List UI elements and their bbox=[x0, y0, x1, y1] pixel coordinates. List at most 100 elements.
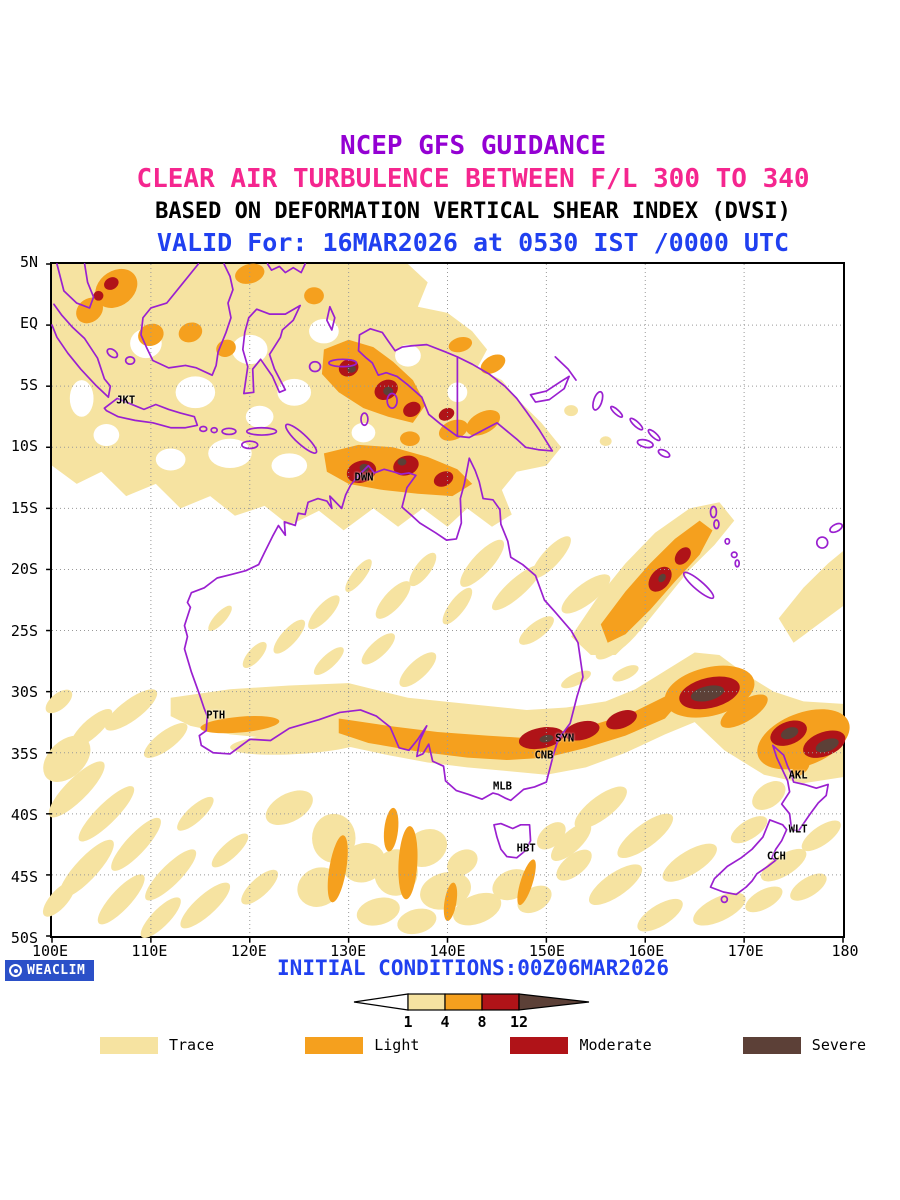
lat-label-50S: 50S bbox=[10, 929, 38, 947]
lat-label-5N: 5N bbox=[19, 253, 38, 271]
sumatra-coastline bbox=[52, 304, 110, 397]
colorbar-moderate-segment bbox=[481, 993, 520, 1011]
halmahera-coastline bbox=[327, 307, 335, 330]
choiseul-island bbox=[610, 405, 624, 419]
turbulence-severe-layer bbox=[347, 365, 839, 753]
legend-item-trace: Trace bbox=[100, 1036, 214, 1054]
bangka-island bbox=[106, 347, 118, 359]
nz-south-island-coastline bbox=[711, 820, 787, 895]
aru-islands bbox=[387, 394, 397, 409]
kai-islands bbox=[361, 413, 368, 425]
legend-item-light: Light bbox=[305, 1036, 419, 1054]
colorbar-severe-arrow bbox=[518, 993, 590, 1011]
legend-label-moderate: Moderate bbox=[579, 1036, 652, 1054]
colorbar-below-min-arrow bbox=[353, 993, 409, 1011]
nz-north-island-coastline bbox=[773, 745, 828, 831]
method-title: BASED ON DEFORMATION VERTICAL SHEAR INDE… bbox=[155, 199, 791, 224]
colorbar-tick-4: 4 bbox=[440, 1013, 450, 1031]
mindanao-coastline bbox=[268, 264, 306, 273]
malakula-island bbox=[714, 520, 719, 529]
lat-label-15S: 15S bbox=[10, 498, 38, 517]
lat-label-EQ: EQ bbox=[19, 314, 38, 333]
page-title: NCEP GFS GUIDANCE bbox=[339, 131, 607, 161]
lon-label-150E: 150E bbox=[528, 942, 565, 960]
borneo-coastline bbox=[141, 264, 233, 375]
lon-label-170E: 170E bbox=[727, 942, 764, 960]
makira-island bbox=[658, 448, 671, 459]
colorbar-tick-12: 12 bbox=[509, 1013, 529, 1031]
lon-label-160E: 160E bbox=[628, 942, 665, 960]
efate-island bbox=[725, 539, 729, 544]
colorbar-tick-labels: 1 4 8 12 bbox=[352, 1013, 592, 1031]
clear-gaps-layer bbox=[69, 318, 468, 478]
legend-swatch-trace bbox=[100, 1036, 158, 1054]
lat-label-25S: 25S bbox=[10, 621, 38, 640]
new-ireland-coastline bbox=[555, 357, 576, 380]
city-label-HBT: HBT bbox=[516, 842, 536, 855]
legend-item-severe: Severe bbox=[742, 1036, 866, 1054]
lat-label-40S: 40S bbox=[10, 806, 38, 825]
longitude-axis: 100E 110E 120E 130E 140E 150E 160E 170E 180 bbox=[32, 942, 859, 962]
colorbar-trace-segment bbox=[407, 993, 446, 1011]
vanua-levu-island bbox=[829, 522, 843, 534]
city-label-CCH: CCH bbox=[766, 849, 786, 862]
legend-swatch-moderate bbox=[510, 1036, 569, 1054]
legend-item-moderate: Moderate bbox=[510, 1036, 652, 1054]
tanna-island bbox=[735, 560, 739, 567]
grid-layer bbox=[52, 264, 843, 936]
colorbar-scale bbox=[353, 993, 590, 1011]
weaclim-icon bbox=[9, 964, 22, 977]
seram-island bbox=[329, 359, 357, 366]
colorbar-light-segment bbox=[444, 993, 483, 1011]
new-guinea-coastline bbox=[359, 329, 553, 451]
city-label-DWN: DWN bbox=[354, 471, 374, 484]
lat-label-5S: 5S bbox=[19, 375, 38, 394]
weaclim-logo-text: WEACLIM bbox=[27, 963, 86, 978]
lat-label-20S: 20S bbox=[10, 560, 38, 579]
city-label-JKT: JKT bbox=[116, 394, 136, 407]
city-label-CNB: CNB bbox=[534, 749, 554, 762]
colorbar-tick-1: 1 bbox=[403, 1013, 413, 1031]
legend-label-light: Light bbox=[374, 1036, 420, 1054]
colorbar bbox=[352, 992, 592, 1012]
tasmania-coastline bbox=[494, 824, 531, 858]
stewart-island bbox=[721, 896, 727, 902]
malaita-island bbox=[647, 428, 661, 442]
viti-levu-island bbox=[817, 537, 828, 548]
city-label-layer: JKT DWN PTH SYN CNB MLB HBT AKL WLT CCH bbox=[52, 264, 843, 936]
map-svg bbox=[42, 264, 843, 936]
lon-label-110E: 110E bbox=[131, 942, 168, 960]
sumba-island bbox=[242, 441, 258, 448]
lat-label-45S: 45S bbox=[10, 867, 38, 886]
legend-swatch-light bbox=[305, 1036, 364, 1054]
bougainville-island bbox=[591, 390, 605, 412]
latitude-axis: 5N EQ 5S 10S 15S 20S 25S 30S 35S 40S 45S 50S bbox=[0, 253, 46, 947]
title-block: NCEP GFS GUIDANCE CLEAR AIR TURBULENCE B… bbox=[46, 130, 900, 258]
lon-label-140E: 140E bbox=[429, 942, 466, 960]
city-label-SYN: SYN bbox=[555, 732, 575, 745]
australia-coastline bbox=[184, 458, 582, 800]
timor-island bbox=[283, 421, 319, 457]
page-subtitle: CLEAR AIR TURBULENCE BETWEEN F/L 300 TO … bbox=[136, 164, 810, 194]
city-label-WLT: WLT bbox=[788, 823, 808, 836]
lon-label-180: 180 bbox=[831, 942, 859, 960]
legend-label-severe: Severe bbox=[811, 1036, 866, 1054]
weaclim-logo: WEACLIM bbox=[5, 960, 95, 981]
espiritu-santo-island bbox=[711, 507, 717, 518]
axis-ticks bbox=[46, 264, 843, 943]
colorbar-tick-8: 8 bbox=[477, 1013, 487, 1031]
lon-label-100E: 100E bbox=[31, 942, 69, 960]
initial-conditions: INITIAL CONDITIONS:00Z06MAR2026 bbox=[277, 956, 669, 980]
belitung-island bbox=[126, 357, 135, 364]
coastline-layer bbox=[52, 264, 843, 902]
bali-island bbox=[200, 427, 207, 432]
java-coastline bbox=[104, 398, 197, 427]
city-label-MLB: MLB bbox=[492, 780, 512, 793]
sulawesi-coastline bbox=[243, 306, 300, 394]
malay-peninsula-coastline bbox=[57, 264, 94, 308]
legend-swatch-severe bbox=[742, 1036, 801, 1054]
lat-label-10S: 10S bbox=[10, 437, 38, 456]
lombok-island bbox=[211, 428, 217, 433]
valid-time: VALID For: 16MAR2026 at 0530 IST /0000 U… bbox=[156, 228, 790, 257]
